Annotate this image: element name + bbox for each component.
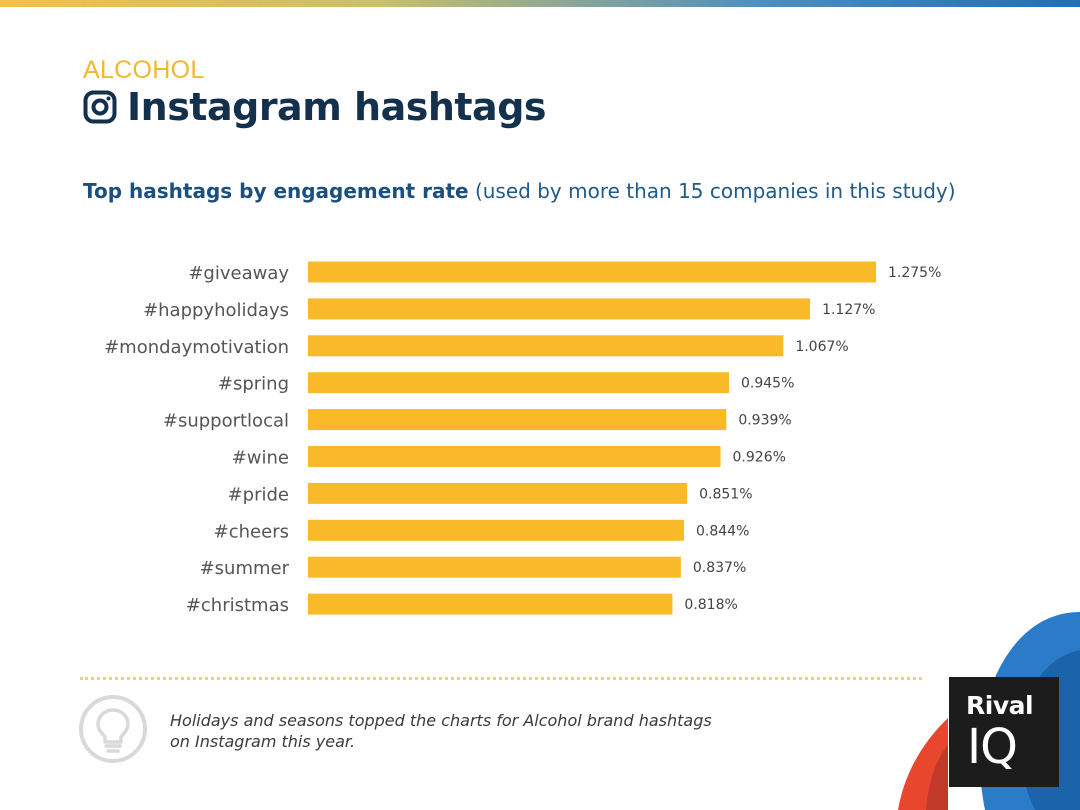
category-label: #happyholidays [143,300,289,321]
category-label: #pride [228,484,289,505]
page-title: Instagram hashtags [127,85,547,129]
category-label: #mondaymotivation [104,337,289,358]
title-row: Instagram hashtags [83,84,547,130]
subtitle-rest: (used by more than 15 companies in this … [468,179,956,203]
data-label: 1.275% [888,265,941,281]
bar [308,556,681,578]
bar [308,261,876,283]
lightbulb-icon [79,695,147,763]
footer-divider [80,677,922,680]
data-label: 0.926% [733,450,786,466]
bar [308,519,684,541]
instagram-icon [83,90,117,124]
category-label: #spring [218,374,289,395]
category-label: #summer [200,558,290,579]
bar [308,446,721,467]
bar [308,298,811,320]
bar [308,409,727,431]
bar [308,593,673,615]
subtitle-bold: Top hashtags by engagement rate [83,179,469,203]
footer-note: Holidays and seasons topped the charts f… [170,711,712,751]
data-label: 0.818% [684,597,737,613]
rival-iq-logo: Rival IQ [949,677,1059,787]
data-label: 0.837% [693,560,746,576]
bar [308,482,688,504]
category-label: #cheers [214,521,289,542]
logo-line1: Rival [966,691,1034,720]
data-label: 1.127% [822,302,875,318]
data-label: 0.844% [696,523,749,539]
top-gradient-bar [0,0,1080,7]
data-label: 1.067% [795,339,848,355]
chart-subtitle: Top hashtags by engagement rate (used by… [83,179,956,203]
category-label: #giveaway [188,263,289,284]
category-label: #christmas [186,595,289,616]
bar [308,372,729,394]
category-label: ALCOHOL [83,56,205,84]
bar [308,335,784,357]
category-label: #wine [232,448,289,469]
data-label: 0.945% [741,376,794,392]
bar-chart: #giveaway 1.275% #happyholidays 1.127% #mond… [104,261,941,616]
data-label: 0.939% [738,413,791,429]
category-label: #supportlocal [163,411,289,432]
data-label: 0.851% [699,486,752,502]
logo-line2: IQ [967,719,1018,775]
